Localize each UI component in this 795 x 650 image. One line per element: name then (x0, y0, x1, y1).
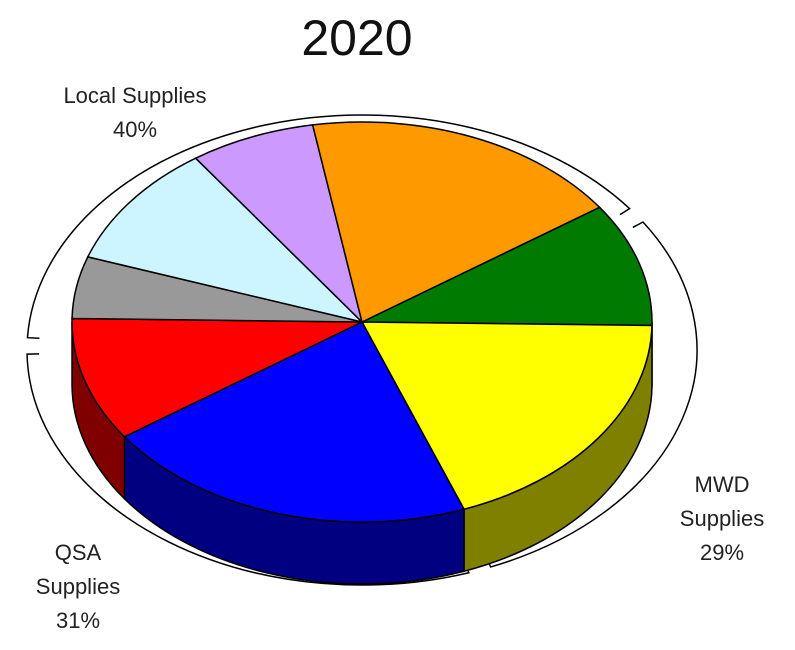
group-bracket (26, 114, 631, 339)
pie-slice (361, 206, 653, 327)
group-label: QSA Supplies 31% (36, 540, 120, 633)
group-label: MWD Supplies 29% (680, 472, 764, 565)
group-labels: Local Supplies 40% MWD Supplies 29% QSA Suppli… (36, 83, 764, 633)
pie-slice (86, 157, 365, 324)
pie-slice (360, 321, 653, 511)
pie-slice (311, 121, 601, 324)
pie-slices (71, 121, 653, 523)
pie-slice (123, 321, 466, 523)
pie-slice (71, 317, 363, 438)
chart-title: 2020 (301, 10, 412, 66)
group-bracket (485, 221, 698, 568)
group-brackets (26, 114, 698, 586)
group-bracket (26, 353, 470, 586)
group-label: Local Supplies 40% (63, 83, 206, 142)
pie-slice (194, 124, 364, 325)
